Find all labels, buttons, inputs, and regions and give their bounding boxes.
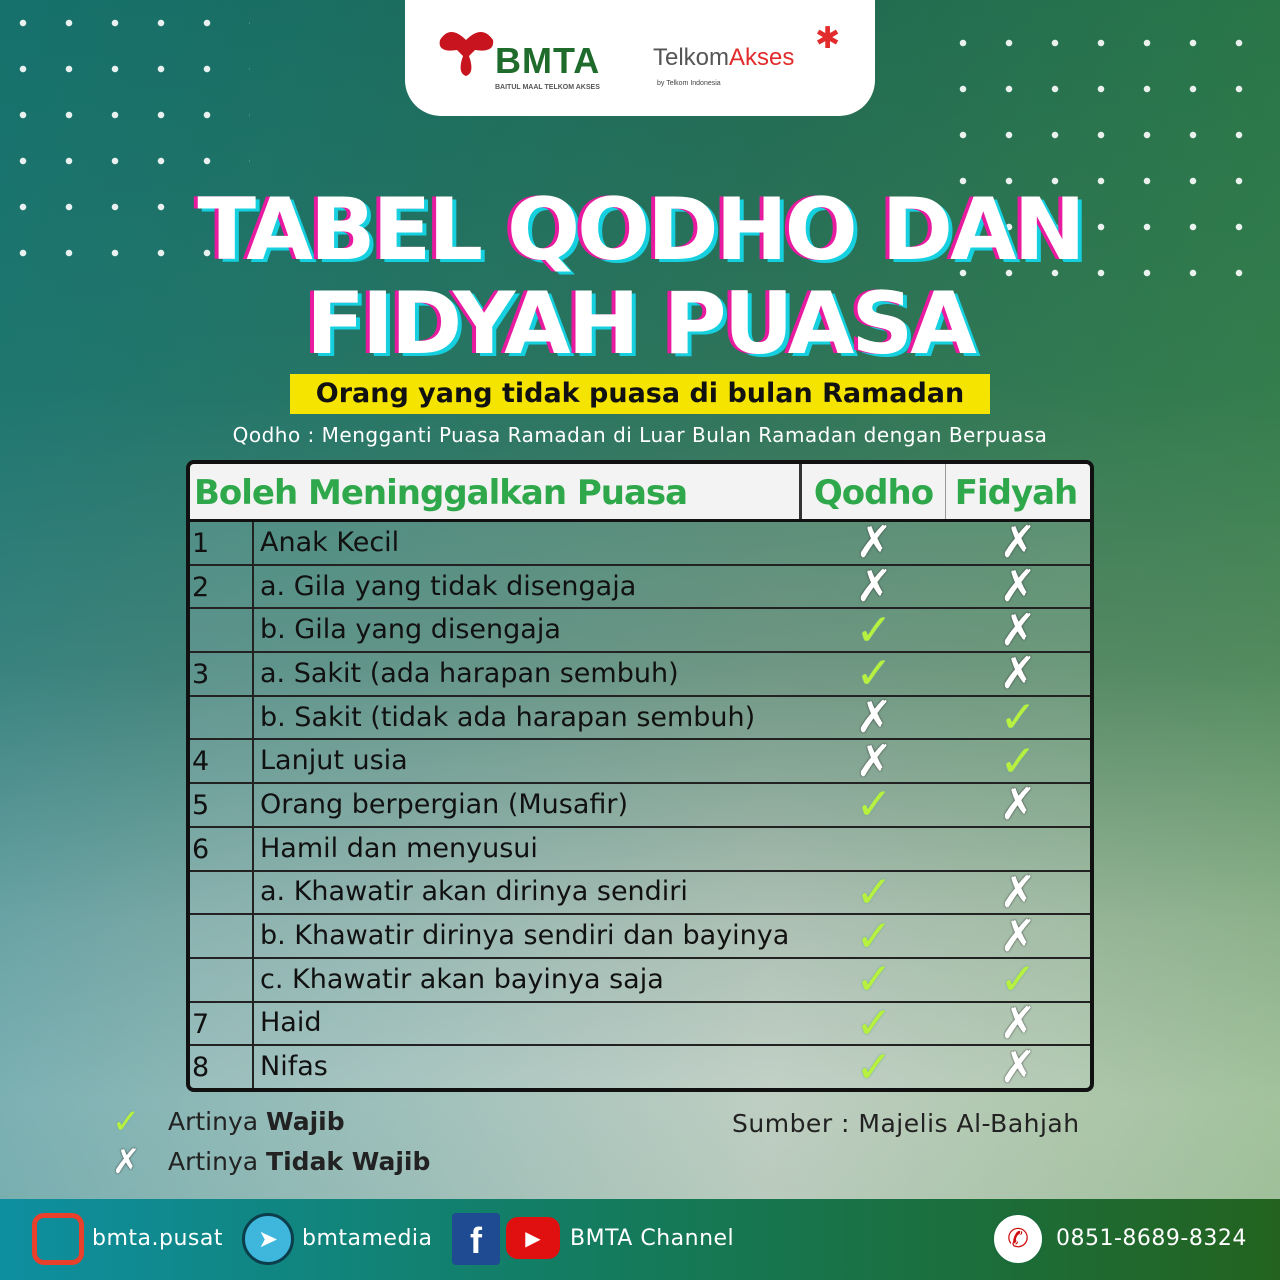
telkomakses-subtext: by Telkom Indonesia xyxy=(657,80,721,87)
table-row: b. Gila yang disengaja ✓ ✗ xyxy=(190,604,1090,656)
row-label: a. Khawatir akan dirinya sendiri xyxy=(260,876,688,908)
subtitle: Orang yang tidak puasa di bulan Ramadan xyxy=(290,374,990,414)
qodho-mark-icon: ✓ xyxy=(855,997,893,1049)
dot-pattern-right xyxy=(940,20,1280,310)
phone-number[interactable]: 0851-8689-8324 xyxy=(1056,1226,1247,1251)
row-number: 7 xyxy=(190,1002,254,1045)
table-row: b. Khawatir dirinya sendiri dan bayinya … xyxy=(190,910,1090,962)
qodho-mark-icon: ✓ xyxy=(855,648,893,700)
row-number xyxy=(190,915,254,957)
row-label: b. Sakit (tidak ada harapan sembuh) xyxy=(260,701,756,733)
dot-pattern-left xyxy=(0,0,250,290)
row-number: 1 xyxy=(190,522,254,564)
fidyah-mark-icon: ✗ xyxy=(999,779,1037,831)
qodho-mark-icon: ✓ xyxy=(855,954,893,1006)
table-row: 7 Haid ✓ ✗ xyxy=(190,997,1090,1049)
table-row: 3 a. Sakit (ada harapan sembuh) ✓ ✗ xyxy=(190,648,1090,700)
instagram-link[interactable]: bmta.pusat xyxy=(92,1226,223,1251)
title-line1: TABEL QODHO DAN xyxy=(197,180,1085,280)
table-row: 2 a. Gila yang tidak disengaja ✗ ✗ xyxy=(190,561,1090,613)
check-icon: ✓ xyxy=(112,1102,141,1142)
fidyah-mark-icon: ✗ xyxy=(999,648,1037,700)
title-line2: FIDYAH PUASA xyxy=(306,274,977,374)
qodho-mark-icon: ✓ xyxy=(855,1041,893,1092)
cross-icon: ✗ xyxy=(112,1142,141,1182)
table-row: 8 Nifas ✓ ✗ xyxy=(190,1041,1090,1092)
facebook-icon[interactable]: f xyxy=(452,1213,500,1265)
table-row: 6 Hamil dan menyusui xyxy=(190,827,1090,872)
row-number xyxy=(190,871,254,914)
qodho-mark-icon: ✓ xyxy=(855,866,893,918)
row-label: Anak Kecil xyxy=(260,526,400,558)
qodho-mark-icon: ✗ xyxy=(855,561,893,613)
telkomakses-logo: TelkomAkses xyxy=(653,44,795,71)
table-row: 4 Lanjut usia ✗ ✓ xyxy=(190,735,1090,787)
logo-header: BMTA BAITUL MAAL TELKOM AKSES TelkomAkse… xyxy=(405,0,875,116)
fidyah-mark-icon: ✗ xyxy=(999,910,1037,962)
row-number: 4 xyxy=(190,740,254,783)
row-label: a. Gila yang tidak disengaja xyxy=(260,570,637,602)
row-label: Haid xyxy=(260,1007,322,1039)
row-number xyxy=(190,609,254,652)
legend-tidak-wajib: ✗ Artinya Tidak Wajib xyxy=(112,1142,431,1182)
row-label: c. Khawatir akan bayinya saja xyxy=(260,963,664,995)
row-number: 5 xyxy=(190,784,254,826)
row-label: Orang berpergian (Musafir) xyxy=(260,788,629,820)
telegram-link[interactable]: bmtamedia xyxy=(302,1226,433,1251)
qodho-mark-icon: ✗ xyxy=(855,692,893,744)
fidyah-mark-icon: ✗ xyxy=(999,517,1037,569)
definition: Qodho : Mengganti Puasa Ramadan di Luar … xyxy=(232,423,1048,447)
qodho-mark-icon: ✓ xyxy=(855,779,893,831)
row-label: a. Sakit (ada harapan sembuh) xyxy=(260,657,679,689)
fidyah-mark-icon: ✗ xyxy=(999,997,1037,1049)
fidyah-mark-icon: ✓ xyxy=(999,692,1037,744)
bmta-logo-text: BMTA xyxy=(495,40,601,81)
youtube-icon[interactable]: ▶ xyxy=(506,1217,560,1259)
fidyah-mark-icon: ✓ xyxy=(999,954,1037,1006)
fidyah-mark-icon: ✗ xyxy=(999,604,1037,656)
qodho-mark-icon: ✗ xyxy=(855,735,893,787)
row-number xyxy=(190,696,254,739)
table-row: 5 Orang berpergian (Musafir) ✓ ✗ xyxy=(190,779,1090,831)
table-header: Boleh Meninggalkan Puasa Qodho Fidyah xyxy=(190,464,1090,522)
fidyah-mark-icon: ✗ xyxy=(999,1041,1037,1092)
telkomakses-star-icon: ✱ xyxy=(815,21,841,56)
row-number: 8 xyxy=(190,1046,254,1088)
table-row: b. Sakit (tidak ada harapan sembuh) ✗ ✓ xyxy=(190,692,1090,744)
table-row: c. Khawatir akan bayinya saja ✓ ✓ xyxy=(190,954,1090,1006)
qodho-mark-icon: ✓ xyxy=(855,910,893,962)
row-label: Nifas xyxy=(260,1051,328,1083)
row-label: b. Khawatir dirinya sendiri dan bayinya xyxy=(260,920,790,952)
phone-icon[interactable]: ✆ xyxy=(992,1213,1044,1265)
instagram-icon[interactable] xyxy=(32,1213,84,1265)
table-row: a. Khawatir akan dirinya sendiri ✓ ✗ xyxy=(190,866,1090,918)
qodho-fidyah-table: Boleh Meninggalkan Puasa Qodho Fidyah 1 … xyxy=(186,460,1094,1092)
qodho-mark-icon: ✓ xyxy=(855,604,893,656)
footer: bmta.pusat ➤ bmtamedia f ▶ BMTA Channel … xyxy=(0,1199,1280,1280)
fidyah-mark-icon: ✗ xyxy=(999,561,1037,613)
row-number: 2 xyxy=(190,565,254,608)
row-label: Lanjut usia xyxy=(260,745,408,777)
telegram-icon[interactable]: ➤ xyxy=(242,1213,294,1265)
legend-wajib: ✓ Artinya Wajib xyxy=(112,1102,345,1142)
bmta-heart-icon xyxy=(439,32,494,76)
row-number: 6 xyxy=(190,827,254,870)
fidyah-mark-icon: ✗ xyxy=(999,866,1037,918)
row-number xyxy=(190,958,254,1001)
qodho-mark-icon: ✗ xyxy=(855,517,893,569)
bmta-logo-subtext: BAITUL MAAL TELKOM AKSES xyxy=(495,84,600,91)
fidyah-mark-icon: ✓ xyxy=(999,735,1037,787)
youtube-link[interactable]: BMTA Channel xyxy=(570,1226,735,1251)
row-label: b. Gila yang disengaja xyxy=(260,614,561,646)
row-label: Hamil dan menyusui xyxy=(260,832,538,864)
table-row: 1 Anak Kecil ✗ ✗ xyxy=(190,517,1090,569)
row-number: 3 xyxy=(190,653,254,695)
source: Sumber : Majelis Al-Bahjah xyxy=(732,1109,1080,1138)
